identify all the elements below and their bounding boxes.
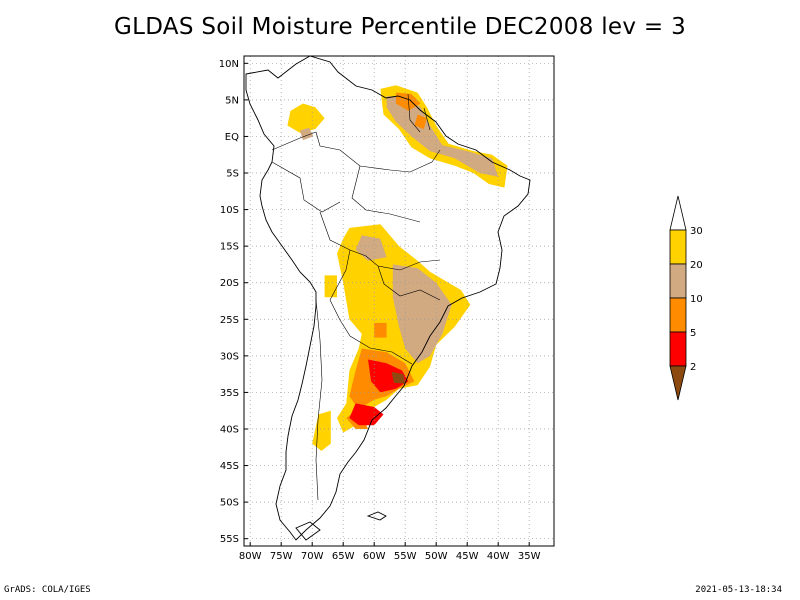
- y-tick-label: EQ: [225, 132, 239, 143]
- y-tick-label: 10S: [220, 205, 239, 216]
- x-tick-label: 60W: [363, 551, 386, 562]
- map-title: GLDAS Soil Moisture Percentile DEC2008 l…: [113, 14, 687, 40]
- y-tick-label: 10N: [219, 59, 239, 70]
- x-tick-label: 55W: [394, 551, 417, 562]
- region-10-20-3: [386, 96, 499, 177]
- region-2-5-14: [349, 403, 384, 426]
- x-tick-label: 70W: [301, 551, 324, 562]
- x-tick-label: 40W: [487, 551, 510, 562]
- colorbar-label: 10: [690, 294, 703, 305]
- x-tick-label: 75W: [270, 551, 293, 562]
- region-20-30-7: [324, 275, 337, 298]
- colorbar-segment: [669, 297, 687, 333]
- footer-credit: GrADS: COLA/IGES: [4, 585, 91, 595]
- colorbar-triangle-top: [669, 195, 687, 231]
- colorbar-segment: [669, 331, 687, 367]
- colorbar-segment: [669, 263, 687, 299]
- x-tick-label: 35W: [518, 551, 541, 562]
- x-tick-label: 65W: [332, 551, 355, 562]
- country-borders: [271, 93, 441, 501]
- colorbar-label: 20: [690, 260, 703, 271]
- y-tick-label: 5S: [226, 169, 239, 180]
- x-axis-ticks: 80W 75W 70W 65W 60W 55W 50W 45W 40W 35W: [239, 542, 541, 562]
- y-tick-label: 40S: [220, 424, 239, 435]
- colorbar-label: 30: [690, 226, 703, 237]
- x-tick-label: 50W: [425, 551, 448, 562]
- colorbar-segment: [669, 229, 687, 265]
- grid-lines: [244, 56, 554, 546]
- y-tick-label: 20S: [220, 278, 239, 289]
- continent-outline: [245, 55, 531, 541]
- y-tick-label: 25S: [220, 315, 239, 326]
- colorbar-triangle-bottom: [669, 365, 687, 401]
- percentile-regions: [287, 85, 508, 451]
- y-tick-label: 30S: [220, 351, 239, 362]
- coastlines-and-borders: [245, 55, 531, 541]
- colorbar-label: 2: [690, 362, 696, 373]
- y-axis-ticks: 10N 5N EQ 5S 10S 15S 20S 25S 30S 35S 40S 45S 50S 55S: [219, 59, 248, 545]
- region-5-10-5: [414, 114, 427, 130]
- x-tick-label: 45W: [456, 551, 479, 562]
- region-2-5-13: [368, 359, 409, 393]
- region-10-20-10: [355, 235, 387, 261]
- y-tick-label: 45S: [220, 461, 239, 472]
- region-5-10-11: [374, 322, 387, 338]
- footer-timestamp: 2021-05-13-18:34: [695, 585, 782, 595]
- region-20-30-8: [312, 410, 331, 451]
- region-20-30-0: [287, 103, 325, 133]
- x-tick-label: 80W: [239, 551, 262, 562]
- colorbar-label: 5: [690, 328, 696, 339]
- region-10-20-9: [392, 264, 452, 364]
- map-frame: [243, 55, 555, 547]
- y-tick-label: 50S: [220, 498, 239, 509]
- colorbar: 30 20 10 5 2: [669, 195, 703, 401]
- tierra-del-fuego: [295, 521, 321, 541]
- region-lt2-15: [391, 371, 406, 384]
- y-tick-label: 35S: [220, 388, 239, 399]
- y-tick-label: 15S: [220, 242, 239, 253]
- y-tick-label: 5N: [225, 95, 239, 106]
- y-tick-label: 55S: [220, 534, 239, 545]
- falkland-islands: [366, 511, 387, 521]
